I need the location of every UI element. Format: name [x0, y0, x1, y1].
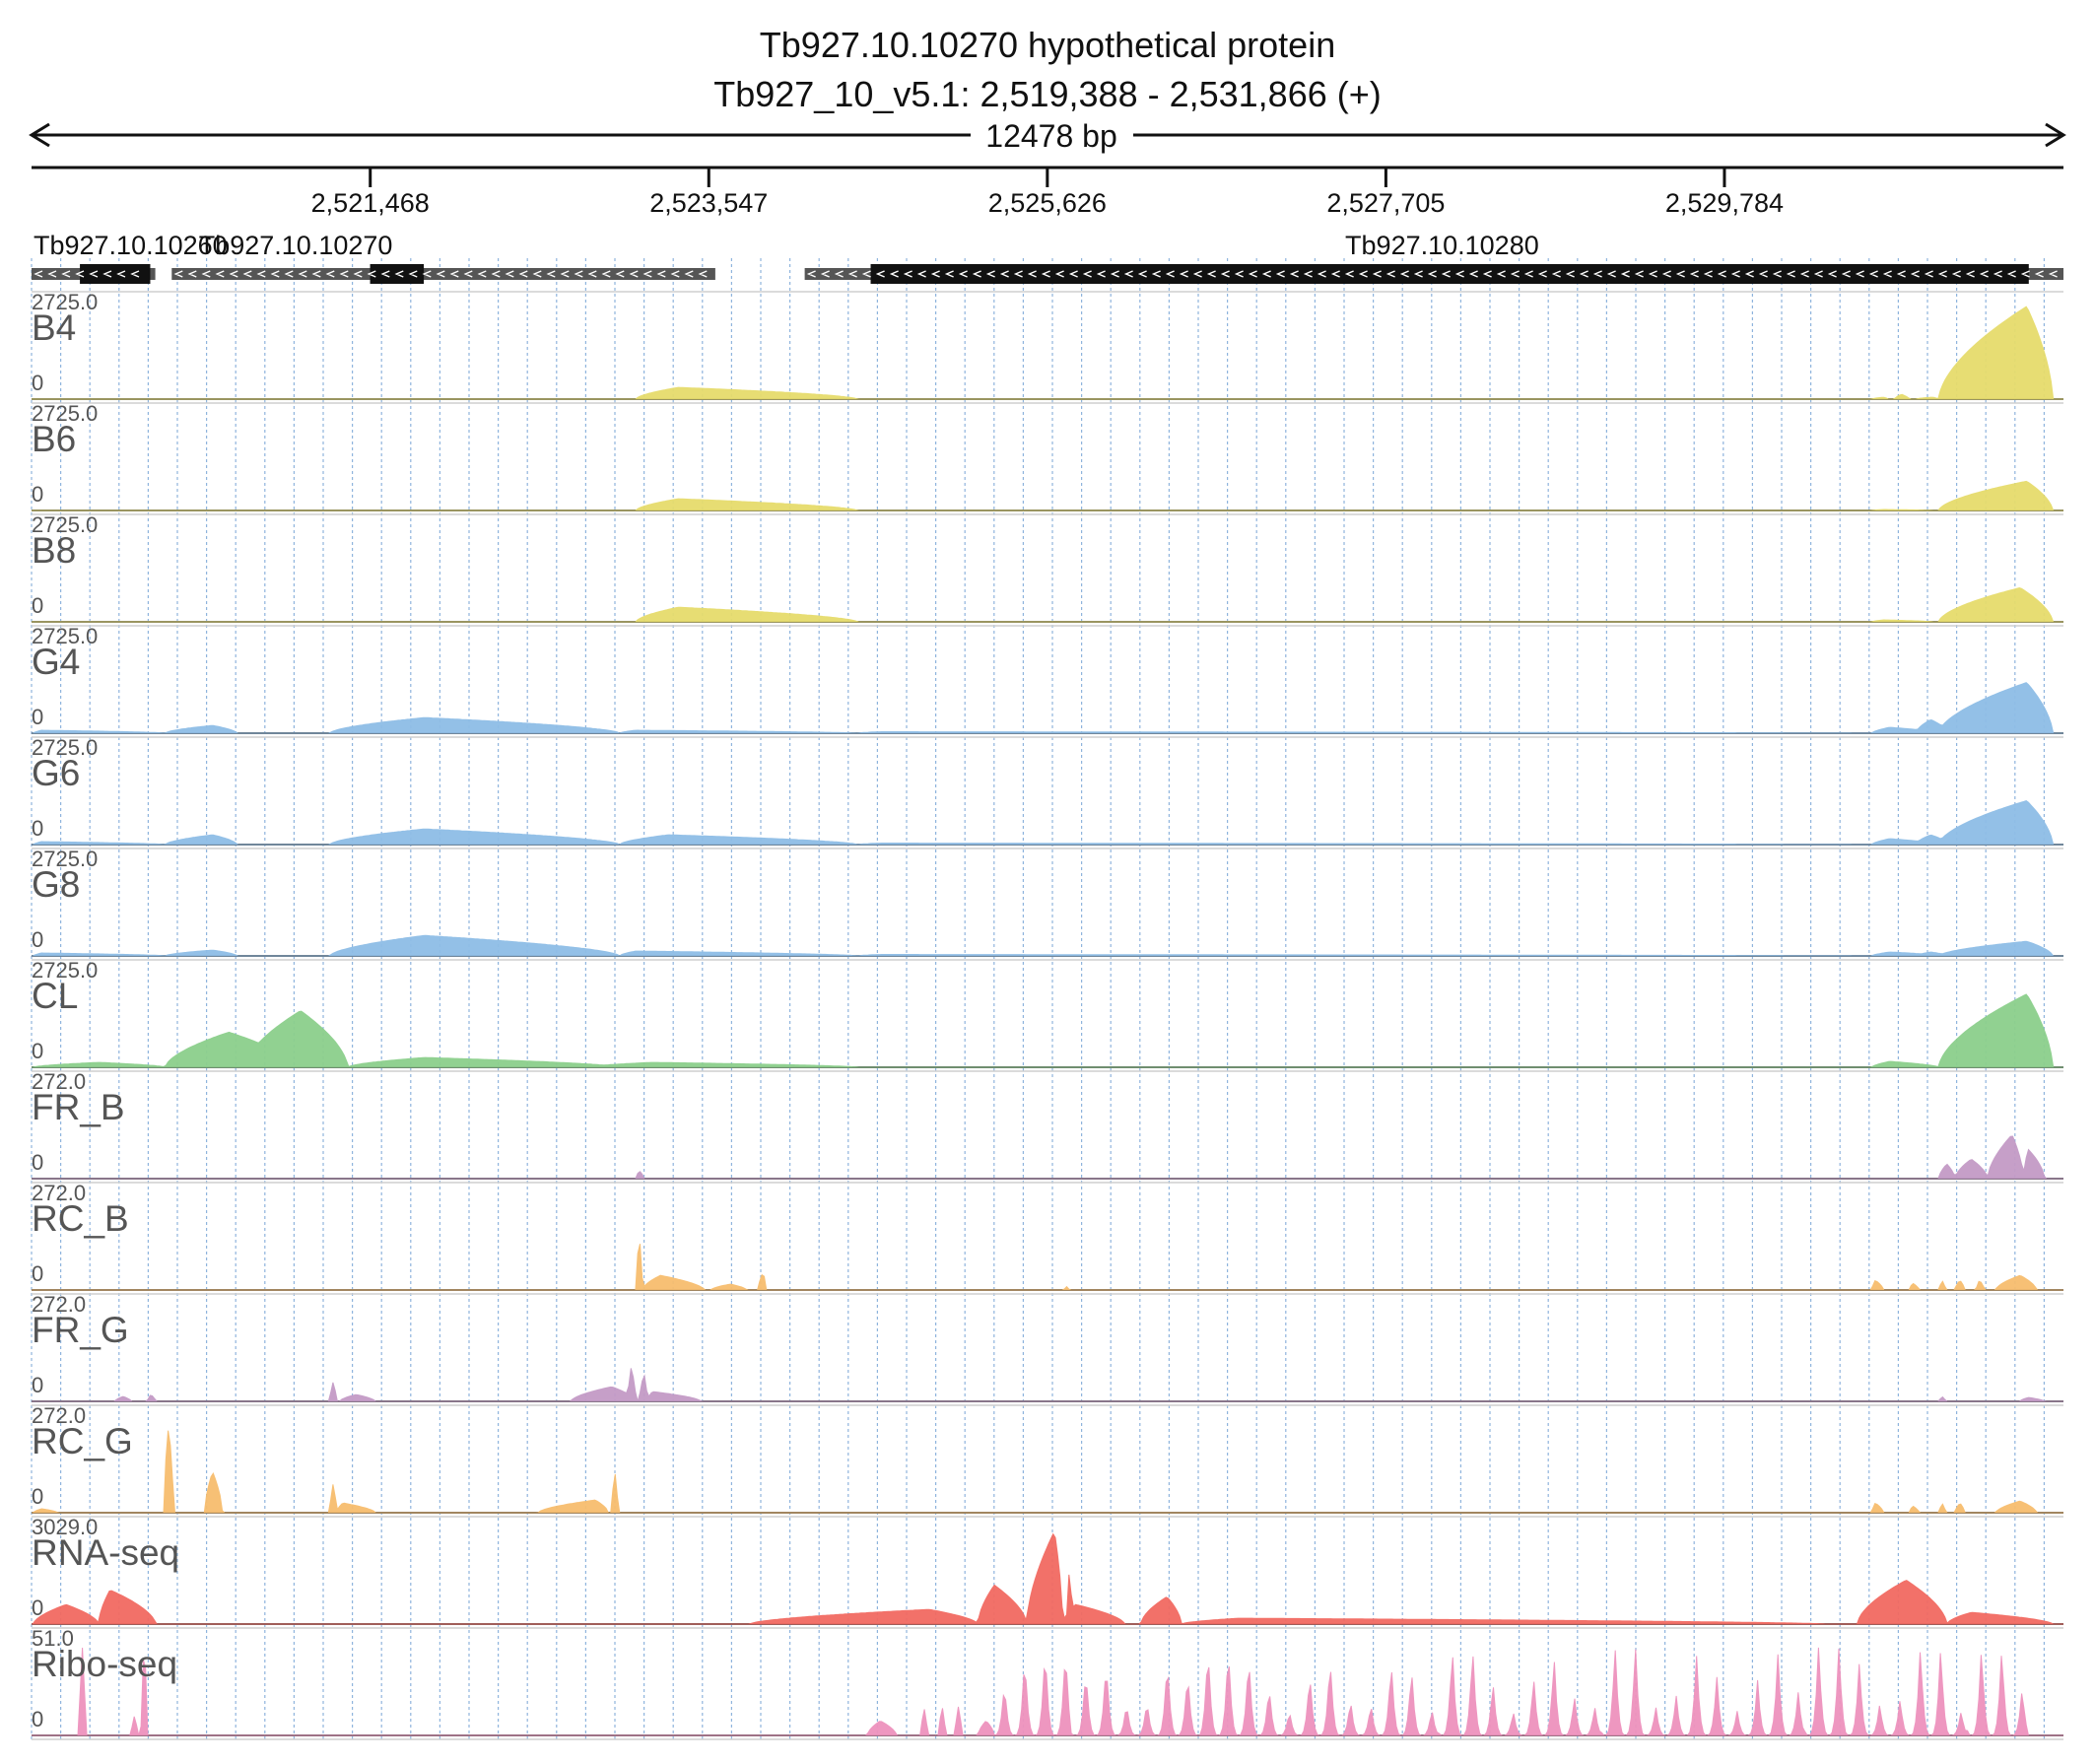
gene-utr [171, 268, 715, 280]
arrow-left-icon [29, 122, 50, 148]
coverage-tracks: 2725.0B402725.0B602725.0B802725.0G402725… [32, 290, 2063, 1740]
coverage-track: 272.0FR_B 0 [32, 1069, 2063, 1180]
track-min-label: 0 [32, 1039, 43, 1063]
track-max-label: 2725.0 [32, 958, 98, 983]
track-min-label: 0 [32, 1261, 43, 1286]
track-min-label: 0 [32, 371, 43, 395]
gene-cds [80, 264, 151, 284]
track-name: G6 [32, 753, 80, 793]
coverage-area [32, 1647, 2063, 1736]
gene-model [804, 264, 2063, 284]
gene-model [171, 264, 715, 284]
track-name: CL [32, 976, 78, 1016]
coverage-track: 272.0RC_B 0 [32, 1181, 2063, 1291]
track-max-label: 2725.0 [32, 624, 98, 648]
coverage-track: 272.0FR_G 0 [32, 1292, 2063, 1402]
track-name: B6 [32, 419, 76, 459]
track-min-label: 0 [32, 482, 43, 507]
track-max-label: 272.0 [32, 1181, 86, 1205]
coverage-area [32, 1532, 2063, 1625]
track-max-label: 272.0 [32, 1292, 86, 1317]
strand-arrow-icon [34, 270, 140, 278]
gene-label: Tb927.10.10280 [1345, 231, 1539, 260]
track-name: RNA-seq [32, 1532, 179, 1573]
coverage-area [32, 1244, 2063, 1291]
track-name: FR_G [32, 1310, 129, 1350]
coverage-area [32, 480, 2063, 511]
coverage-track: 2725.0G8 0 [32, 847, 2063, 957]
coverage-area [32, 586, 2063, 623]
locus-title: Tb927.10.10270 hypothetical protein [760, 25, 1335, 65]
axis-tick-label: 2,529,784 [1665, 188, 1784, 218]
axis-tick-label: 2,521,468 [311, 188, 430, 218]
gridlines [31, 258, 2045, 1739]
track-min-label: 0 [32, 1484, 43, 1509]
coverage-area [32, 305, 2063, 400]
track-name: Ribo-seq [32, 1644, 177, 1684]
track-min-label: 0 [32, 1373, 43, 1397]
coverage-track: 2725.0G6 0 [32, 735, 2063, 846]
gene-cds [870, 264, 2029, 284]
track-min-label: 0 [32, 593, 43, 618]
coverage-area [32, 934, 2063, 957]
strand-arrow-icon [173, 270, 708, 278]
track-name: B4 [32, 307, 76, 348]
coverage-track: 2725.0B8 0 [32, 512, 2063, 623]
track-name: FR_B [32, 1087, 125, 1127]
track-max-label: 2725.0 [32, 735, 98, 760]
track-min-label: 0 [32, 1707, 43, 1731]
axis-tick-label: 2,523,547 [649, 188, 768, 218]
track-min-label: 0 [32, 705, 43, 729]
coverage-area [32, 682, 2063, 734]
track-max-label: 2725.0 [32, 401, 98, 426]
arrow-right-icon [2045, 122, 2066, 148]
coverage-track: 2725.0B4 0 [32, 290, 2063, 400]
coverage-area [32, 993, 2063, 1068]
coverage-area [32, 1430, 2063, 1514]
gene-label: Tb927.10.10260 [34, 231, 228, 260]
track-min-label: 0 [32, 927, 43, 952]
axis-tick-label: 2,527,705 [1326, 188, 1445, 218]
coordinate-axis: 2,521,468 2,523,547 2,525,626 2,527,705 2,52… [32, 166, 2063, 218]
axis-tick-label: 2,525,626 [988, 188, 1107, 218]
track-name: G4 [32, 642, 80, 682]
coverage-track: 2725.0CL 0 [32, 958, 2063, 1068]
coverage-track: 2725.0G4 0 [32, 624, 2063, 734]
coverage-track: 2725.0B6 0 [32, 401, 2063, 511]
track-max-label: 272.0 [32, 1069, 86, 1094]
track-max-label: 272.0 [32, 1403, 86, 1428]
coverage-area [32, 1135, 2063, 1180]
locus-coordinates: Tb927_10_v5.1: 2,519,388 - 2,531,866 (+) [713, 74, 1382, 114]
gene-label: Tb927.10.10270 [199, 231, 393, 260]
coverage-track: 272.0RC_G 0 [32, 1403, 2063, 1514]
track-min-label: 0 [32, 1595, 43, 1620]
track-name: RC_G [32, 1421, 133, 1461]
track-min-label: 0 [32, 816, 43, 841]
track-min-label: 0 [32, 1150, 43, 1175]
track-max-label: 2725.0 [32, 290, 98, 314]
track-max-label: 2725.0 [32, 512, 98, 537]
track-max-label: 51.0 [32, 1626, 74, 1651]
track-name: B8 [32, 530, 76, 571]
track-max-label: 3029.0 [32, 1515, 98, 1539]
span-length-label: 12478 bp [985, 118, 1116, 154]
track-name: RC_B [32, 1198, 129, 1239]
coverage-area [32, 800, 2063, 846]
track-name: G8 [32, 864, 80, 905]
coverage-area [32, 1368, 2063, 1402]
gene-model [32, 264, 156, 284]
span-ruler: 12478 bp [29, 118, 2066, 154]
strand-arrow-icon [806, 270, 2058, 278]
track-max-label: 2725.0 [32, 847, 98, 871]
